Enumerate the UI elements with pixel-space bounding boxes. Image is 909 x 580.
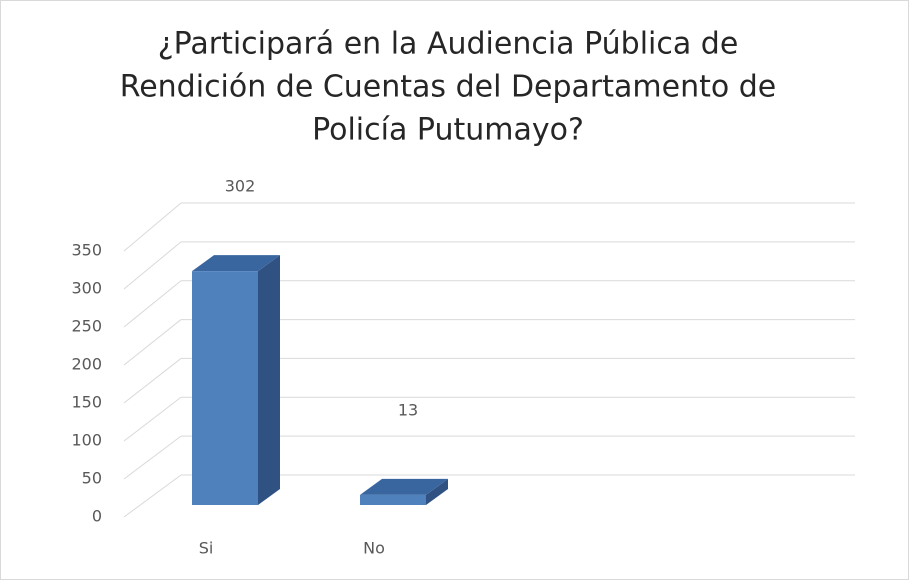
data-label: 302 [225,177,256,196]
bar-face [192,271,258,505]
y-tick-label: 300 [71,279,102,298]
x-tick-label: Si [199,539,214,558]
grid-line [123,396,182,442]
grid-line [123,280,182,328]
y-tick-label: 100 [71,431,102,450]
bar-face [192,255,280,272]
bar-face [360,494,426,505]
grid-line [123,319,182,366]
data-label: 13 [398,400,418,419]
y-tick-label: 200 [71,355,102,374]
bar-face [426,478,448,505]
x-tick-label: No [363,539,385,558]
grid-line [123,202,182,252]
chart-title: Rendición de Cuentas del Departamento de [120,70,777,105]
bar [360,478,448,505]
grid-line [123,358,182,404]
chart-title: ¿Participará en la Audiencia Pública de [158,27,739,62]
bar [192,255,280,505]
grid-line [123,241,182,290]
chart-title: Policía Putumayo? [312,113,584,148]
bar-face [360,478,448,495]
y-tick-label: 0 [92,507,102,526]
grid-line [123,435,182,480]
y-tick-label: 250 [71,317,102,336]
y-tick-label: 150 [71,393,102,412]
bar-face [258,255,280,505]
y-tick-label: 350 [71,241,102,260]
grid-line [123,474,182,518]
y-tick-label: 50 [82,469,102,488]
